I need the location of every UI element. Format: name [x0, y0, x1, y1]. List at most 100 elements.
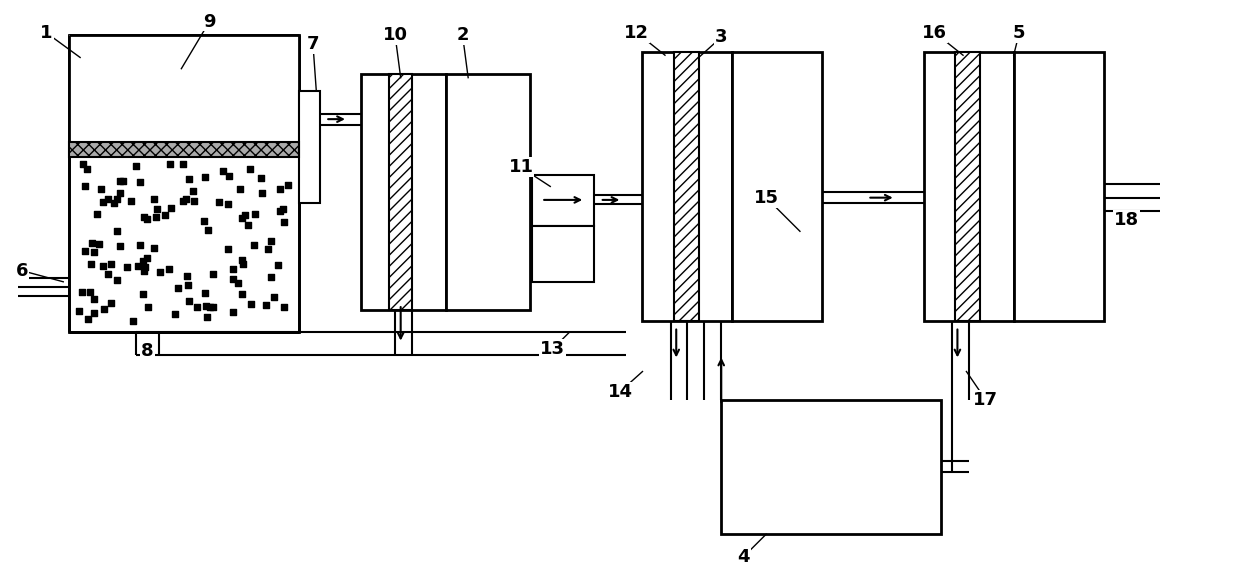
Point — [104, 199, 124, 208]
Point — [102, 298, 122, 307]
Point — [195, 173, 215, 182]
Point — [91, 184, 110, 193]
Text: 11: 11 — [508, 158, 533, 176]
Point — [159, 265, 179, 274]
Point — [242, 299, 262, 308]
Text: 6: 6 — [15, 261, 27, 280]
Text: 8: 8 — [141, 342, 154, 360]
Point — [122, 196, 141, 206]
Point — [232, 289, 252, 299]
Bar — [675, 52, 698, 321]
Point — [76, 182, 95, 191]
Point — [177, 271, 197, 280]
Point — [84, 308, 104, 318]
Point — [155, 210, 175, 220]
Bar — [445, 74, 529, 310]
Point — [134, 213, 154, 222]
Point — [169, 283, 188, 292]
Point — [113, 176, 133, 185]
Text: 16: 16 — [923, 24, 947, 42]
Point — [223, 307, 243, 316]
Bar — [361, 74, 445, 310]
Point — [239, 164, 259, 173]
Point — [234, 210, 254, 219]
Point — [146, 212, 166, 222]
Point — [89, 239, 109, 248]
Bar — [69, 142, 299, 157]
Point — [196, 301, 216, 311]
Point — [258, 244, 278, 254]
Bar — [722, 400, 941, 534]
Point — [274, 217, 294, 227]
Point — [180, 297, 200, 306]
Point — [278, 180, 298, 190]
Point — [144, 243, 164, 253]
Point — [82, 238, 102, 247]
Bar — [299, 91, 320, 203]
Point — [223, 275, 243, 284]
Bar — [642, 52, 733, 321]
Point — [117, 263, 136, 272]
Point — [148, 205, 167, 214]
Point — [244, 240, 264, 250]
Point — [78, 165, 98, 174]
Text: 13: 13 — [539, 340, 565, 358]
Point — [128, 262, 148, 271]
Point — [197, 312, 217, 322]
Point — [198, 225, 218, 234]
Point — [130, 240, 150, 250]
Point — [87, 210, 107, 219]
Point — [273, 204, 293, 213]
Point — [69, 306, 89, 316]
Point — [107, 195, 126, 204]
Point — [268, 260, 288, 269]
Point — [195, 288, 215, 297]
Point — [223, 264, 243, 274]
Point — [218, 200, 238, 209]
Text: 15: 15 — [754, 189, 779, 207]
Point — [93, 261, 113, 271]
Point — [208, 197, 228, 206]
Point — [107, 275, 126, 284]
Point — [228, 278, 248, 287]
Point — [232, 255, 252, 265]
Point — [133, 256, 153, 265]
Point — [125, 161, 145, 171]
Point — [174, 197, 193, 206]
Point — [229, 184, 249, 193]
Text: 4: 4 — [738, 547, 750, 565]
Point — [150, 267, 170, 276]
Point — [82, 260, 102, 269]
Point — [262, 237, 281, 246]
Bar — [532, 175, 594, 226]
Text: 18: 18 — [1114, 211, 1138, 229]
Point — [193, 217, 213, 226]
Point — [219, 172, 239, 181]
Point — [233, 260, 253, 269]
Point — [203, 302, 223, 312]
Point — [102, 260, 122, 269]
Point — [269, 206, 289, 216]
Bar — [1013, 52, 1104, 321]
Bar — [924, 52, 1013, 321]
Point — [73, 159, 93, 168]
Point — [252, 173, 272, 182]
Point — [187, 302, 207, 312]
Point — [165, 309, 185, 319]
Point — [84, 294, 104, 304]
Point — [134, 266, 154, 275]
Point — [179, 175, 198, 184]
Point — [78, 314, 98, 323]
Point — [238, 220, 258, 230]
Text: 3: 3 — [715, 28, 728, 46]
Point — [110, 241, 130, 251]
Point — [203, 269, 223, 278]
Text: 14: 14 — [608, 383, 632, 401]
Point — [185, 196, 205, 206]
Point — [160, 159, 180, 169]
Point — [139, 302, 159, 312]
Bar — [69, 35, 299, 332]
Point — [201, 302, 221, 312]
Point — [110, 176, 130, 186]
Point — [172, 159, 192, 169]
